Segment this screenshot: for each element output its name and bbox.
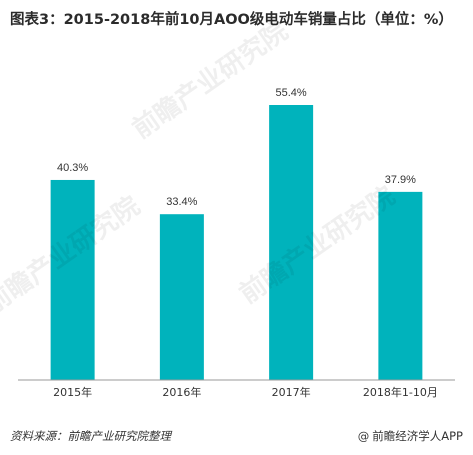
bar-3 xyxy=(378,191,423,380)
data-label-2: 55.4% xyxy=(276,87,307,99)
labels-layer: 40.3% 2015年 33.4% 2016年 55.4% 2017年 37.9% 2018年… xyxy=(53,87,438,399)
at-icon: @ xyxy=(357,429,370,443)
x-tick-label-3: 2018年1-10月 xyxy=(363,385,438,399)
data-label-0: 40.3% xyxy=(57,162,88,174)
bar-0 xyxy=(50,179,95,380)
x-tick-label-0: 2015年 xyxy=(53,385,92,399)
brand-name: 前瞻经济学人APP xyxy=(372,429,463,443)
x-tick-label-1: 2016年 xyxy=(162,385,201,399)
x-tick-label-2: 2017年 xyxy=(272,385,311,399)
source-note: 资料来源：前瞻产业研究院整理 xyxy=(10,429,171,443)
bars-layer xyxy=(50,105,423,380)
chart-title: 图表3：2015-2018年前10月AOO级电动车销量占比（单位：%） xyxy=(10,12,453,28)
bar-2 xyxy=(269,105,314,380)
data-label-1: 33.4% xyxy=(166,196,197,208)
data-label-3: 37.9% xyxy=(385,174,416,186)
bar-1 xyxy=(159,214,204,380)
brand-credit: @ 前瞻经济学人APP xyxy=(358,428,463,444)
